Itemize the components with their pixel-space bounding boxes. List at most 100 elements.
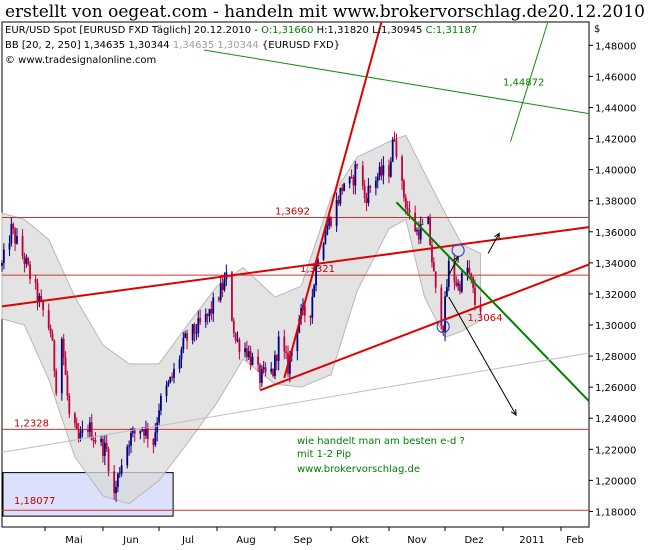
- currency-label: $: [594, 24, 600, 35]
- x-tick-label-3: Aug: [236, 535, 256, 546]
- arrow-head-1: [494, 232, 500, 240]
- candle-body: [354, 164, 357, 186]
- candle-body: [442, 326, 445, 334]
- candle-body: [303, 305, 306, 316]
- candle-body: [1, 263, 3, 266]
- candle-body: [447, 260, 450, 288]
- candle-body: [285, 351, 288, 353]
- trend-line-green-long: [203, 49, 590, 115]
- bollinger-band: [1, 134, 482, 505]
- candle-body: [74, 413, 76, 424]
- trend-lines-group: [1, 21, 590, 453]
- candle-body: [324, 234, 327, 244]
- candle-body: [264, 367, 267, 372]
- y-tick-label-3: 1,24000: [595, 414, 636, 425]
- candle-body: [283, 336, 286, 352]
- candle-body: [238, 339, 241, 353]
- candle-body: [154, 432, 157, 446]
- candle-body: [197, 318, 200, 334]
- candle-body: [275, 355, 278, 362]
- candle-body: [38, 295, 41, 303]
- candle-body: [167, 382, 170, 386]
- candle-body: [25, 258, 28, 264]
- candle-body: [34, 279, 37, 283]
- y-tick-label-1: 1,20000: [595, 476, 636, 487]
- y-tick-label-4: 1,26000: [595, 383, 636, 394]
- candle-body: [335, 200, 338, 226]
- candle-body: [208, 308, 211, 317]
- arrow-shaft-1: [487, 233, 500, 254]
- x-tick-label-8: 2011: [519, 535, 544, 546]
- trend-line-red-resistance: [1, 226, 590, 308]
- candle-body: [408, 209, 411, 213]
- legend-bb-value-1: 1,30344: [125, 40, 170, 51]
- candle-body: [401, 156, 403, 181]
- candle-body: [474, 287, 476, 305]
- y-tick-label-14: 1,46000: [595, 72, 636, 83]
- candle-body: [455, 281, 458, 286]
- arrow-shaft-2: [448, 296, 517, 416]
- candle-body: [173, 368, 175, 378]
- candle-body: [350, 176, 353, 178]
- candle-body: [453, 260, 456, 282]
- note-line-1: wie handelt man am besten e-d ?: [297, 436, 465, 447]
- candle-body: [382, 165, 385, 176]
- candle-body: [131, 429, 134, 433]
- candle-body: [468, 267, 471, 274]
- legend-ohlc-1: H:1,31820: [313, 25, 368, 36]
- candle-body: [313, 285, 316, 297]
- level-label-2: 1,2328: [14, 418, 49, 429]
- legend-instrument-label: EUR/USD Spot [EURUSD FXD Täglich] 20.12.…: [5, 25, 258, 36]
- candle-body: [367, 186, 370, 203]
- candle-body: [470, 273, 473, 278]
- candle-body: [249, 351, 252, 365]
- legend-bb-value-0: 1,34635: [84, 40, 125, 51]
- y-tick-label-12: 1,42000: [595, 135, 636, 146]
- candle-body: [141, 428, 144, 431]
- candle-body: [193, 324, 196, 334]
- candle-body: [388, 165, 390, 177]
- candle-body: [244, 348, 246, 353]
- candle-body: [27, 258, 30, 265]
- candle-body: [296, 332, 299, 352]
- horizontal-levels-group: 1,3692 1,3321 1,2328 1,18077: [2, 206, 589, 511]
- candle-body: [378, 166, 381, 177]
- candle-body: [21, 235, 24, 257]
- candles-group: [1, 131, 482, 502]
- candle-body: [374, 180, 377, 188]
- arrow-head-2: [510, 409, 517, 417]
- x-tick-label-5: Okt: [351, 535, 369, 546]
- level-label-1: 1,3321: [300, 264, 335, 275]
- candle-body: [404, 197, 407, 208]
- candle-body: [152, 439, 155, 446]
- legend-ohlc-0: O:1,31660: [261, 25, 313, 36]
- candle-body: [29, 264, 31, 280]
- candle-body: [421, 224, 424, 225]
- candle-body: [117, 473, 119, 487]
- candle-body: [105, 442, 108, 450]
- y-tick-label-15: 1,48000: [595, 41, 636, 52]
- candle-body: [356, 164, 359, 166]
- y-tick-label-9: 1,36000: [595, 228, 636, 239]
- candle-body: [182, 337, 185, 350]
- candle-body: [234, 332, 237, 341]
- x-tick-label-0: Mai: [65, 535, 83, 546]
- candle-body: [60, 338, 63, 394]
- candle-body: [75, 423, 78, 429]
- candle-body: [12, 224, 15, 229]
- candle-body: [361, 165, 364, 186]
- candle-body: [130, 432, 132, 446]
- candle-body: [10, 224, 13, 244]
- candle-body: [128, 445, 131, 447]
- candle-body: [427, 217, 430, 225]
- candle-body: [120, 465, 123, 474]
- y-tick-label-0: 1,18000: [595, 507, 636, 518]
- candle-body: [317, 259, 319, 265]
- candle-body: [365, 198, 368, 203]
- candle-body: [88, 422, 91, 432]
- candle-body: [363, 185, 366, 199]
- x-tick-label-2: Jul: [181, 535, 194, 546]
- candle-body: [479, 304, 482, 312]
- candle-body: [459, 283, 461, 292]
- y-tick-label-13: 1,44000: [595, 103, 636, 114]
